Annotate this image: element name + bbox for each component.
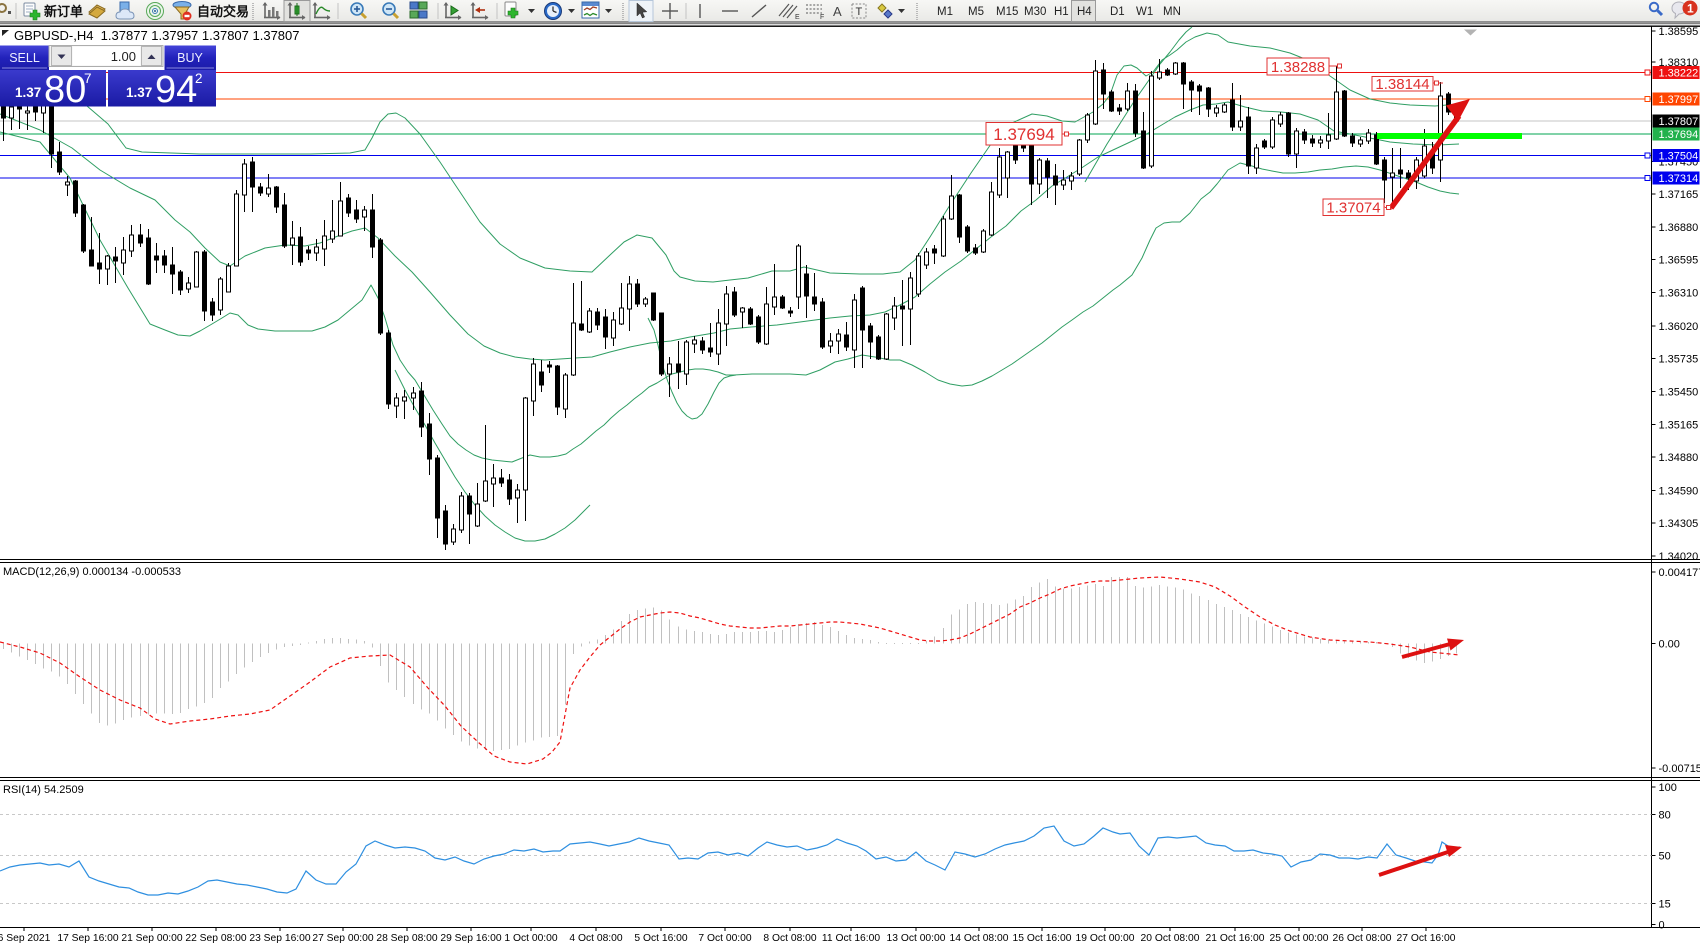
svg-text:H1: H1 [1054,6,1069,18]
svg-text:MACD(12,26,9) 0.000134 -0.0005: MACD(12,26,9) 0.000134 -0.000533 [3,566,181,578]
svg-text:1.36020: 1.36020 [1659,321,1699,333]
svg-text:1.37165: 1.37165 [1659,189,1699,201]
svg-text:1.34590: 1.34590 [1659,485,1699,497]
svg-text:1.38222: 1.38222 [1659,68,1699,80]
svg-text:1.36595: 1.36595 [1659,255,1699,267]
svg-text:1: 1 [1687,2,1694,16]
svg-text:1.38595: 1.38595 [1659,26,1699,38]
svg-text:1.37: 1.37 [126,85,152,100]
svg-text:GBPUSD-,H4 1.37877 1.37957 1.: GBPUSD-,H4 1.37877 1.37957 1.37807 1.378… [14,28,300,43]
svg-text:-0.007153: -0.007153 [1659,763,1700,775]
svg-text:22 Sep 08:00: 22 Sep 08:00 [185,933,247,944]
svg-text:15: 15 [1659,899,1671,911]
svg-text:94: 94 [155,69,197,111]
svg-text:26 Oct 08:00: 26 Oct 08:00 [1333,933,1392,944]
svg-text:M30: M30 [1024,6,1046,18]
svg-text:1.00: 1.00 [111,49,136,64]
svg-text:25 Oct 00:00: 25 Oct 00:00 [1270,933,1329,944]
svg-text:1.35165: 1.35165 [1659,419,1699,431]
svg-text:D1: D1 [1110,6,1125,18]
svg-text:0: 0 [1659,919,1665,931]
svg-text:1.34020: 1.34020 [1659,551,1699,563]
svg-text:23 Sep 16:00: 23 Sep 16:00 [249,933,311,944]
svg-text:A: A [833,4,842,19]
svg-text:80: 80 [1659,809,1671,821]
svg-text:80: 80 [44,69,86,111]
svg-text:11 Oct 16:00: 11 Oct 16:00 [822,933,880,944]
svg-text:W1: W1 [1136,6,1153,18]
svg-text:H4: H4 [1077,6,1092,18]
svg-text:14 Oct 08:00: 14 Oct 08:00 [950,933,1009,944]
svg-text:4 Oct 08:00: 4 Oct 08:00 [569,933,623,944]
svg-text:17 Sep 16:00: 17 Sep 16:00 [57,933,119,944]
svg-text:SELL: SELL [9,51,40,65]
svg-text:1.37694: 1.37694 [993,125,1054,144]
svg-text:5 Oct 16:00: 5 Oct 16:00 [634,933,688,944]
svg-text:13 Oct 00:00: 13 Oct 00:00 [887,933,946,944]
svg-text:20 Oct 08:00: 20 Oct 08:00 [1141,933,1200,944]
svg-text:F: F [820,14,824,21]
svg-text:1.38144: 1.38144 [1375,76,1429,93]
svg-text:RSI(14) 54.2509: RSI(14) 54.2509 [3,784,84,796]
svg-text:自动交易: 自动交易 [197,4,249,19]
svg-text:1.37: 1.37 [15,85,41,100]
svg-text:T: T [856,6,863,18]
svg-text:1 Oct 00:00: 1 Oct 00:00 [504,933,558,944]
svg-text:7: 7 [84,71,92,86]
svg-text:BUY: BUY [177,51,203,65]
svg-text:21 Sep 00:00: 21 Sep 00:00 [121,933,183,944]
svg-text:1.37504: 1.37504 [1659,151,1699,163]
svg-text:50: 50 [1659,851,1671,863]
svg-text:0.004177: 0.004177 [1659,567,1700,579]
svg-text:19 Oct 00:00: 19 Oct 00:00 [1076,933,1135,944]
svg-text:1.37074: 1.37074 [1326,200,1380,217]
svg-text:27 Sep 00:00: 27 Sep 00:00 [312,933,374,944]
svg-text:1.34305: 1.34305 [1659,518,1699,530]
svg-text:1.37807: 1.37807 [1659,116,1699,128]
svg-text:1.34880: 1.34880 [1659,452,1699,464]
svg-text:1.35735: 1.35735 [1659,354,1699,366]
svg-text:28 Sep 08:00: 28 Sep 08:00 [376,933,438,944]
svg-text:15 Oct 16:00: 15 Oct 16:00 [1013,933,1072,944]
svg-text:1.37314: 1.37314 [1659,173,1699,185]
svg-text:29 Sep 16:00: 29 Sep 16:00 [440,933,502,944]
svg-text:MN: MN [1163,6,1181,18]
svg-text:6 Sep 2021: 6 Sep 2021 [0,933,51,944]
svg-text:7 Oct 00:00: 7 Oct 00:00 [698,933,752,944]
svg-text:100: 100 [1659,782,1677,794]
svg-text:M1: M1 [937,6,953,18]
svg-text:27 Oct 16:00: 27 Oct 16:00 [1397,933,1456,944]
svg-text:M15: M15 [996,6,1018,18]
svg-text:M5: M5 [968,6,984,18]
svg-text:8 Oct 08:00: 8 Oct 08:00 [763,933,817,944]
svg-text:1.36310: 1.36310 [1659,288,1699,300]
svg-text:1.38288: 1.38288 [1271,59,1325,76]
svg-text:1.37997: 1.37997 [1659,94,1699,106]
svg-text:2: 2 [195,71,203,86]
svg-text:E: E [795,14,800,21]
svg-text:0.00: 0.00 [1659,639,1680,651]
svg-text:新订单: 新订单 [44,4,83,19]
svg-text:1.37694: 1.37694 [1659,129,1699,141]
svg-text:21 Oct 16:00: 21 Oct 16:00 [1206,933,1265,944]
svg-text:1.35450: 1.35450 [1659,387,1699,399]
svg-text:1.36880: 1.36880 [1659,222,1699,234]
